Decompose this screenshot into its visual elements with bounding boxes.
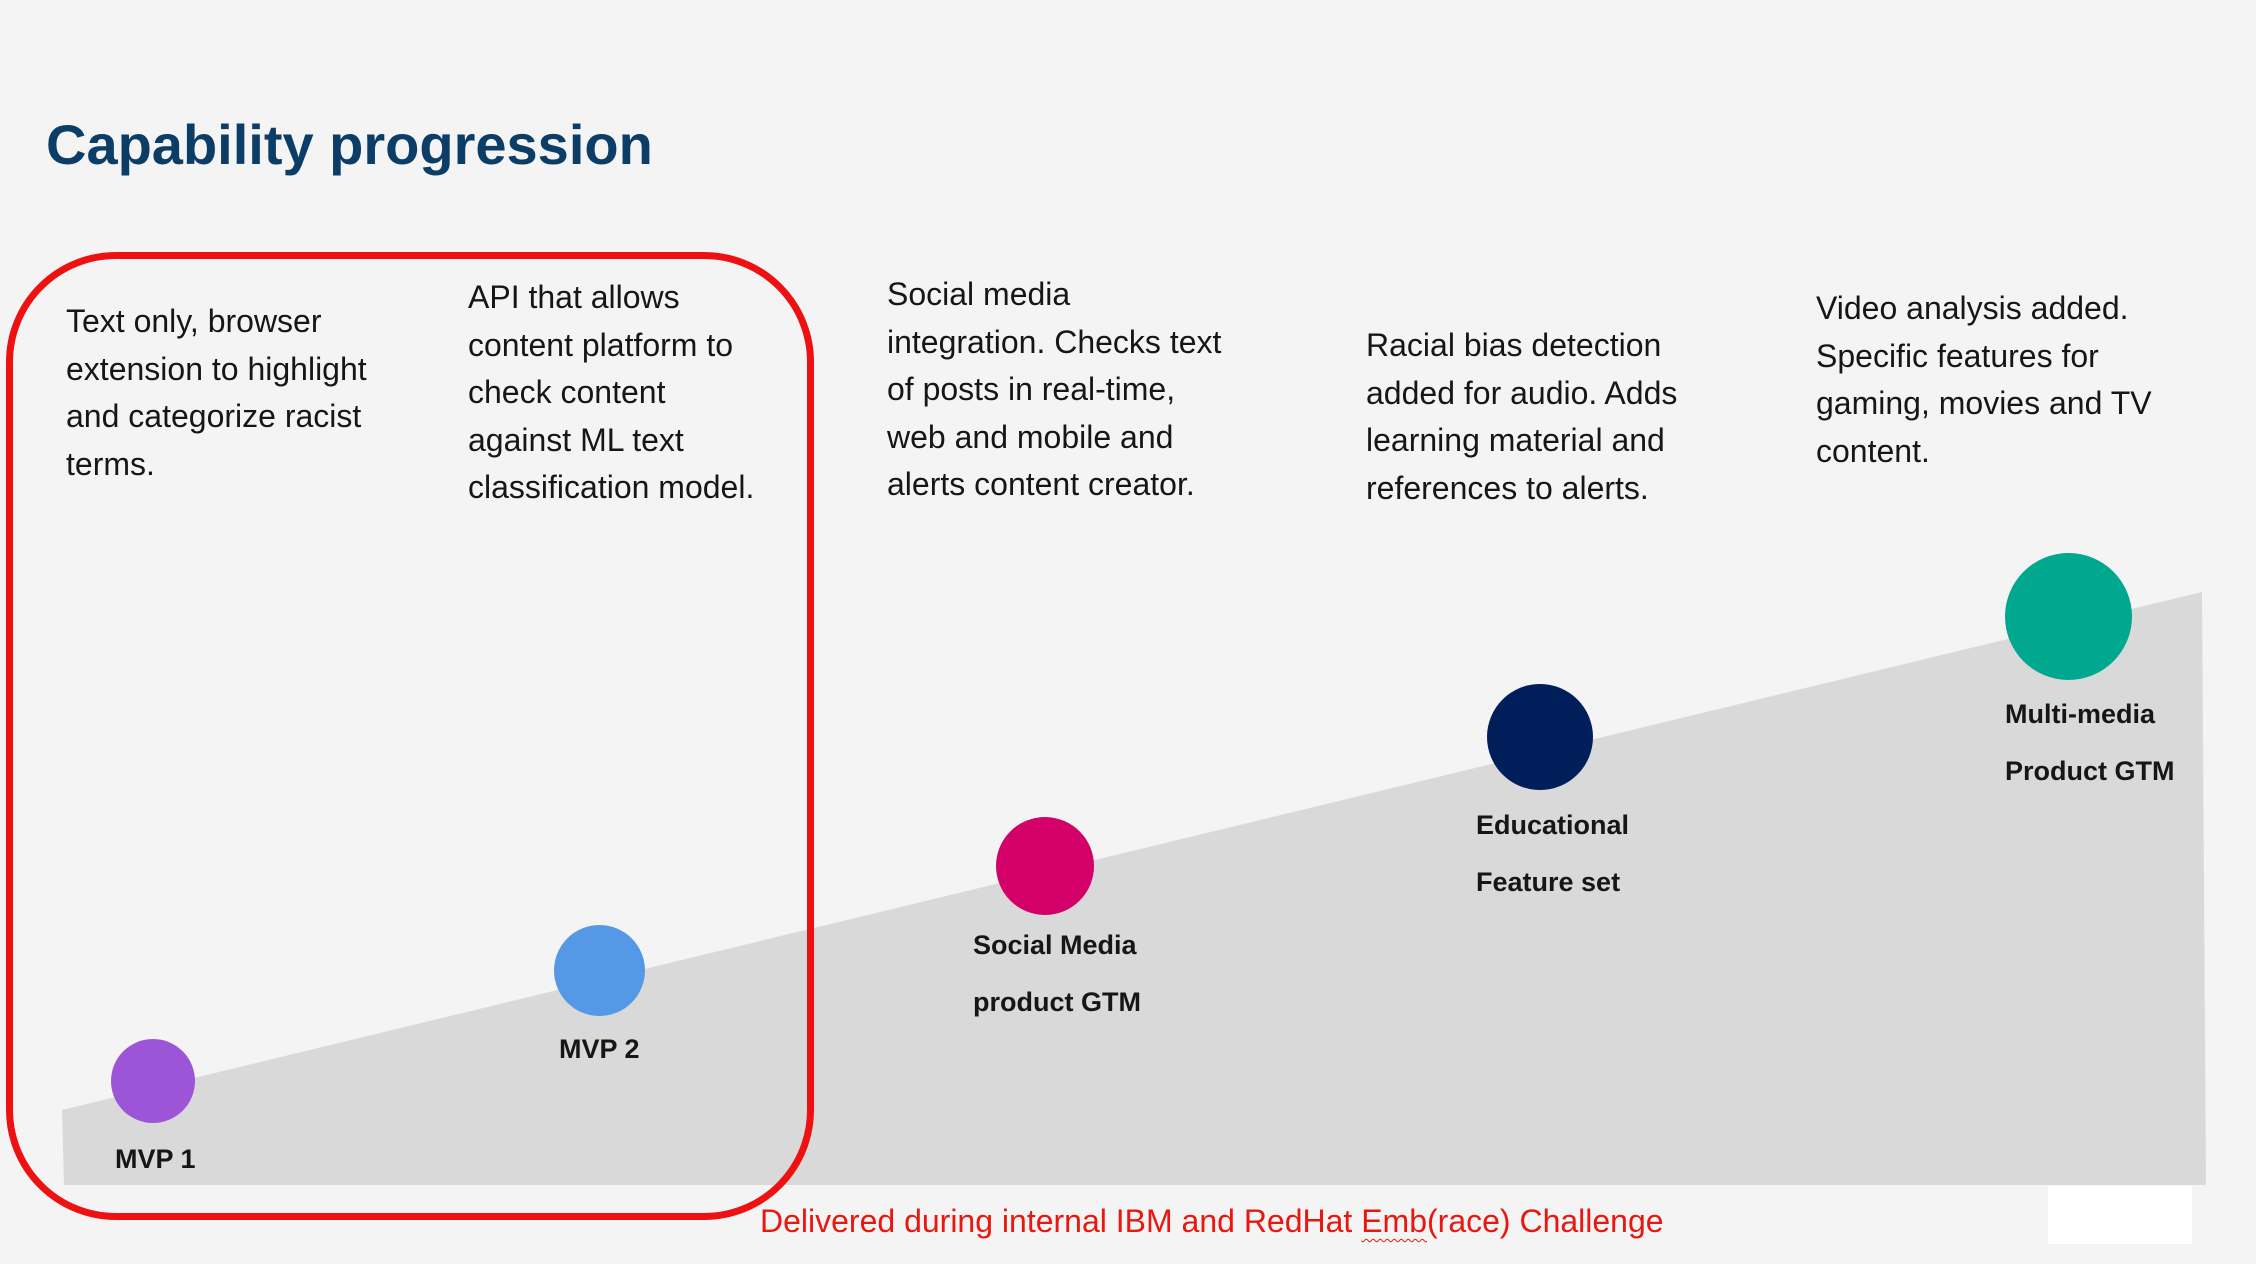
blank-rectangle (2048, 1186, 2192, 1244)
stage-3-description: Social media integration. Checks text of… (887, 276, 1222, 502)
stage-5-description: Video analysis added. Specific features … (1816, 290, 2152, 469)
stage-1-marker (111, 1039, 195, 1123)
stage-1-description: Text only, browser extension to highligh… (66, 303, 367, 482)
footnote-text-emb: Emb (1361, 1203, 1427, 1239)
footnote-text-end: (race) Challenge (1427, 1203, 1664, 1239)
challenge-footnote: Delivered during internal IBM and RedHat… (760, 1203, 1664, 1240)
stage-4-description: Racial bias detection added for audio. A… (1366, 327, 1678, 506)
stage-3-label: Social Media product GTM (973, 930, 1141, 1017)
stage-2-label: MVP 2 (559, 1034, 640, 1064)
stage-1-label: MVP 1 (115, 1144, 196, 1174)
stage-4-marker (1487, 684, 1593, 790)
mvp-highlight-box (6, 252, 814, 1220)
stage-5-marker (2005, 553, 2132, 680)
footnote-text-start: Delivered during internal IBM and RedHat (760, 1203, 1362, 1239)
stage-4-label: Educational Feature set (1476, 810, 1630, 897)
stage-2-description: API that allows content platform to chec… (468, 279, 755, 505)
stage-5-label: Multi-media Product GTM (2005, 699, 2175, 786)
stage-2-marker (554, 925, 645, 1016)
page-title: Capability progression (46, 113, 653, 176)
ramp-shape (62, 592, 2206, 1185)
stage-3-marker (996, 817, 1094, 915)
